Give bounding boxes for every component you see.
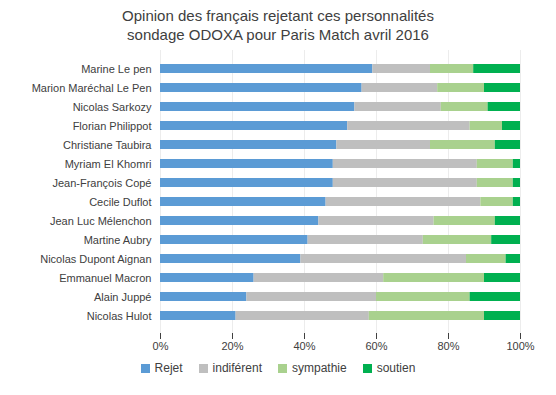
svg-text:0%: 0% xyxy=(153,340,169,352)
svg-text:Cecile Duflot: Cecile Duflot xyxy=(89,196,151,208)
svg-text:100%: 100% xyxy=(506,340,534,352)
html-text:sympathie: sympathie xyxy=(292,361,347,375)
svg-text:Marion Maréchal Le Pen: Marion Maréchal Le Pen xyxy=(32,82,152,94)
svg-text:Myriam El Khomri: Myriam El Khomri xyxy=(65,158,152,170)
svg-text:20%: 20% xyxy=(221,340,243,352)
svg-text:Jean Luc Mélenchon: Jean Luc Mélenchon xyxy=(50,215,152,227)
svg-text:Christiane Taubira: Christiane Taubira xyxy=(63,139,152,151)
svg-text:Alain Juppé: Alain Juppé xyxy=(94,291,152,303)
svg-text:80%: 80% xyxy=(437,340,459,352)
svg-text:Florian Philippot: Florian Philippot xyxy=(73,120,152,132)
html-text:Opinion des français rejetant: Opinion des français rejetant ces person… xyxy=(122,7,434,24)
html-text:indiférent: indiférent xyxy=(212,361,262,375)
svg-text:Nicolas Dupont Aignan: Nicolas Dupont Aignan xyxy=(40,253,151,265)
svg-text:Marine Le pen: Marine Le pen xyxy=(81,63,151,75)
svg-text:Nicolas Sarkozy: Nicolas Sarkozy xyxy=(73,101,152,113)
svg-text:Jean-François Copé: Jean-François Copé xyxy=(52,177,151,189)
svg-text:60%: 60% xyxy=(365,340,387,352)
svg-text:40%: 40% xyxy=(293,340,315,352)
html-text:Rejet: Rejet xyxy=(154,361,183,375)
html-text:soutien: soutien xyxy=(376,361,416,375)
html-text:sondage ODOXA pour Paris Match: sondage ODOXA pour Paris Match avril 201… xyxy=(127,26,429,43)
svg-text:Nicolas Hulot: Nicolas Hulot xyxy=(87,310,152,322)
svg-text:Emmanuel Macron: Emmanuel Macron xyxy=(59,272,151,284)
svg-text:Martine Aubry: Martine Aubry xyxy=(84,234,152,246)
